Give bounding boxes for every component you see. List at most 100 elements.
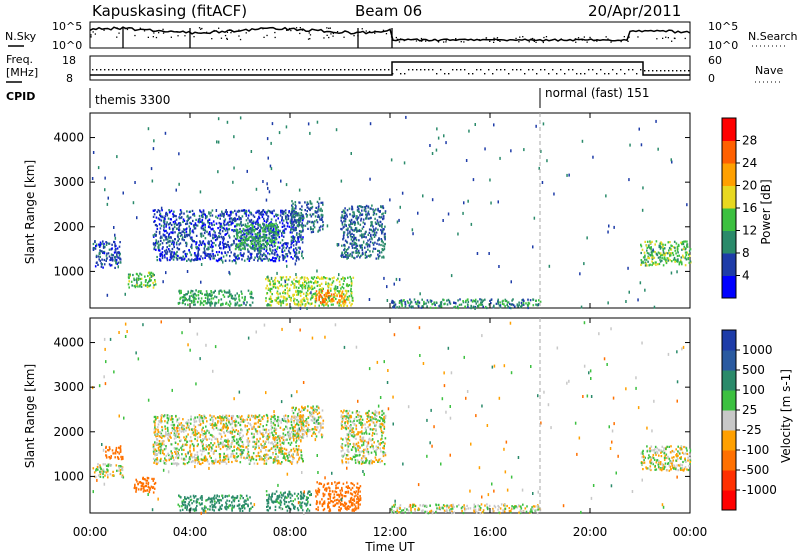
heatmap-cell	[147, 480, 149, 482]
heatmap-cell	[302, 284, 304, 286]
heatmap-cell	[208, 430, 210, 432]
heatmap-cell	[128, 276, 130, 278]
heatmap-cell	[195, 289, 197, 291]
heatmap-cell	[361, 218, 363, 220]
heatmap-cell	[443, 299, 445, 301]
heatmap-cell	[299, 233, 301, 235]
heatmap-cell	[202, 427, 204, 429]
heatmap-cell	[228, 214, 230, 216]
heatmap-cell	[528, 302, 530, 304]
scatter-cell	[163, 234, 165, 237]
scatter-cell	[429, 144, 431, 147]
heatmap-cell	[337, 301, 339, 303]
heatmap-cell	[294, 251, 296, 253]
heatmap-cell	[227, 222, 229, 224]
heatmap-cell	[457, 299, 459, 301]
scatter-cell	[399, 278, 401, 281]
heatmap-cell	[211, 228, 213, 230]
heatmap-cell	[351, 233, 353, 235]
heatmap-cell	[153, 478, 155, 480]
heatmap-cell	[317, 285, 319, 287]
freq-left-tick-bottom: 8	[66, 72, 73, 85]
heatmap-cell	[202, 219, 204, 221]
heatmap-cell	[152, 487, 154, 489]
heatmap-cell	[282, 213, 284, 215]
heatmap-cell	[178, 454, 180, 456]
heatmap-cell	[210, 254, 212, 256]
freq-line	[90, 62, 690, 75]
heatmap-cell	[162, 443, 164, 445]
heatmap-cell	[148, 272, 150, 274]
heatmap-cell	[287, 433, 289, 435]
heatmap-cell	[351, 227, 353, 229]
heatmap-cell	[675, 259, 677, 261]
heatmap-cell	[273, 283, 275, 285]
heatmap-cell	[301, 209, 303, 211]
heatmap-cell	[171, 452, 173, 454]
heatmap-cell	[286, 253, 288, 255]
heatmap-cell	[203, 211, 205, 213]
heatmap-cell	[182, 299, 184, 301]
heatmap-cell	[241, 225, 243, 227]
heatmap-cell	[283, 236, 285, 238]
nave-dots	[92, 69, 689, 74]
heatmap-cell	[384, 245, 386, 247]
heatmap-cell	[254, 462, 256, 464]
heatmap-cell	[359, 252, 361, 254]
heatmap-cell	[170, 222, 172, 224]
heatmap-cell	[382, 245, 384, 247]
heatmap-cell	[315, 211, 317, 213]
heatmap-cell	[283, 243, 285, 245]
heatmap-cell	[465, 300, 467, 302]
heatmap-cell	[216, 296, 218, 298]
heatmap-cell	[269, 436, 271, 438]
heatmap-cell	[382, 228, 384, 230]
heatmap-cell	[119, 246, 121, 248]
heatmap-cell	[414, 298, 416, 300]
heatmap-cell	[188, 298, 190, 300]
nave-dot	[552, 69, 553, 70]
heatmap-cell	[258, 426, 260, 428]
heatmap-cell	[198, 290, 200, 292]
heatmap-cell	[666, 262, 668, 264]
heatmap-cell	[287, 421, 289, 423]
nave-dot	[680, 70, 681, 71]
heatmap-cell	[317, 221, 319, 223]
scatter-cell	[432, 198, 434, 201]
heatmap-cell	[165, 252, 167, 254]
nave-dot	[420, 69, 421, 70]
heatmap-cell	[240, 244, 242, 246]
heatmap-cell	[246, 219, 248, 221]
heatmap-cell	[222, 242, 224, 244]
noise-dot	[532, 38, 533, 39]
heatmap-cell	[226, 463, 228, 465]
heatmap-cell	[182, 231, 184, 233]
noise-dot	[330, 33, 331, 34]
heatmap-cell	[352, 299, 354, 301]
heatmap-cell	[215, 244, 217, 246]
heatmap-cell	[214, 255, 216, 257]
heatmap-cell	[194, 461, 196, 463]
heatmap-cell	[199, 258, 201, 260]
heatmap-cell	[344, 207, 346, 209]
heatmap-cell	[151, 478, 153, 480]
heatmap-cell	[210, 235, 212, 237]
heatmap-cell	[239, 304, 241, 306]
heatmap-cell	[176, 219, 178, 221]
heatmap-cell	[183, 449, 185, 451]
nave-dot	[560, 69, 561, 70]
heatmap-cell	[665, 244, 667, 246]
heatmap-cell	[208, 444, 210, 446]
heatmap-cell	[108, 243, 110, 245]
heatmap-cell	[248, 422, 250, 424]
heatmap-cell	[238, 232, 240, 234]
heatmap-cell	[347, 227, 349, 229]
heatmap-cell	[95, 265, 97, 267]
heatmap-cell	[500, 304, 502, 306]
heatmap-cell	[241, 304, 243, 306]
heatmap-cell	[338, 291, 340, 293]
heatmap-cell	[242, 242, 244, 244]
heatmap-cell	[104, 463, 106, 465]
scatter-cell	[207, 300, 209, 303]
